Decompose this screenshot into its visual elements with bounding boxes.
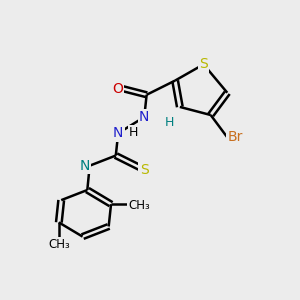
- Text: CH₃: CH₃: [129, 199, 150, 212]
- Text: S: S: [140, 163, 148, 177]
- Text: H: H: [164, 116, 174, 129]
- Text: H: H: [129, 126, 138, 139]
- Text: Br: Br: [227, 130, 243, 144]
- Text: CH₃: CH₃: [48, 238, 70, 251]
- Text: N: N: [79, 159, 90, 173]
- Text: N: N: [139, 110, 149, 124]
- Text: O: O: [112, 82, 123, 96]
- Text: N: N: [113, 126, 123, 140]
- Text: S: S: [199, 57, 208, 71]
